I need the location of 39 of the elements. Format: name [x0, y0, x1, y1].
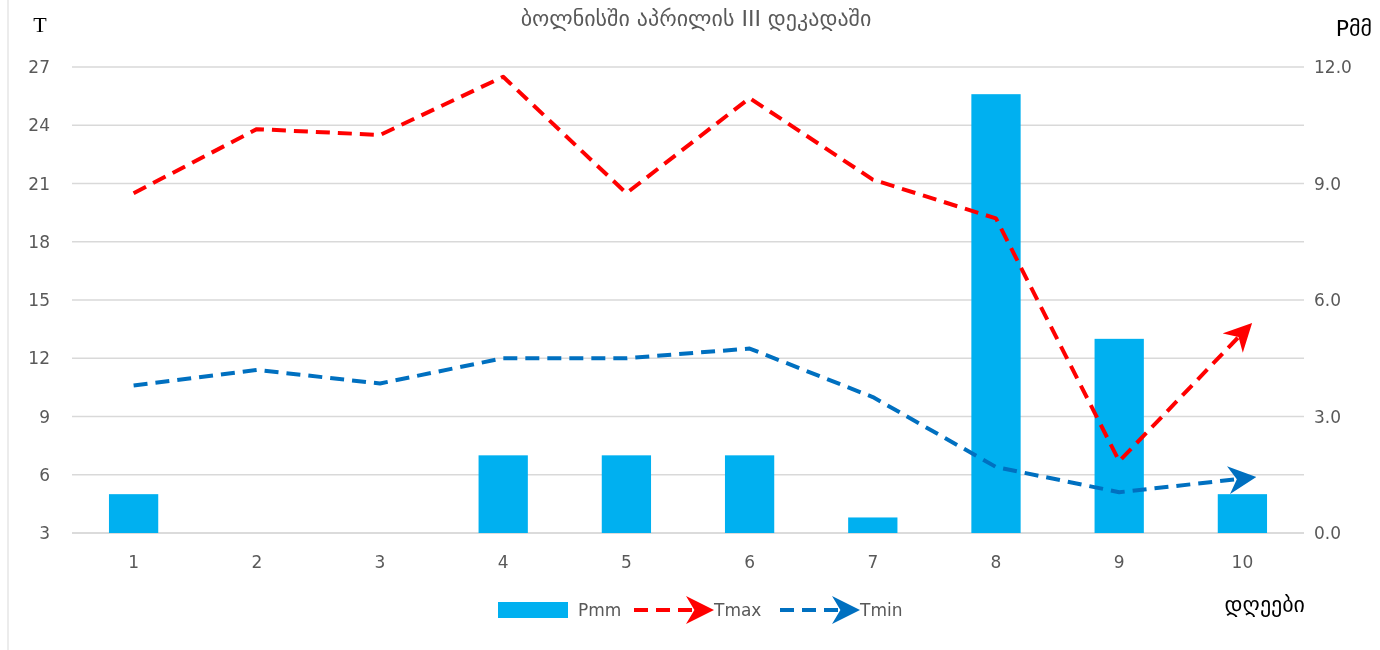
bar — [724, 455, 775, 533]
x-tick-label: 6 — [744, 552, 756, 572]
y-tick-label: 9 — [39, 406, 50, 427]
bar — [971, 94, 1021, 533]
x-tick-label: 3 — [374, 552, 386, 572]
y2-axis-title: Pმმ — [1335, 16, 1372, 41]
x-tick-label: 7 — [867, 552, 879, 572]
x-tick-label: 10 — [1231, 552, 1254, 572]
x-tick-label: 9 — [1113, 552, 1125, 572]
y-tick-label: 12 — [28, 348, 50, 369]
x-axis-title: დღეები — [1224, 592, 1305, 617]
bar — [108, 494, 159, 533]
y-tick-label: 18 — [28, 231, 50, 252]
y2-tick-label: 9.0 — [1314, 173, 1342, 194]
y-axis-title: T — [33, 12, 48, 37]
bar — [1217, 494, 1268, 533]
bar — [601, 455, 652, 533]
y-tick-label: 24 — [28, 115, 50, 136]
y-tick-label: 3 — [39, 523, 50, 543]
x-tick-label: 5 — [620, 552, 632, 572]
y-tick-label: 6 — [39, 464, 50, 485]
x-tick-label: 8 — [990, 552, 1002, 572]
legend-label: Tmin — [859, 600, 903, 620]
y2-tick-label: 12.0 — [1314, 57, 1352, 77]
legend-label: Pmm — [578, 600, 622, 620]
y2-tick-label: 6.0 — [1314, 290, 1342, 310]
x-tick-label: 1 — [128, 552, 140, 572]
chart-title: ბოლნისში აპრილის III დეკადაში — [520, 6, 872, 31]
y2-tick-label: 3.0 — [1314, 406, 1342, 427]
y2-tick-label: 0.0 — [1314, 523, 1342, 543]
bar — [848, 517, 898, 533]
y-tick-label: 21 — [28, 173, 50, 194]
y-tick-label: 15 — [28, 290, 50, 310]
bar — [478, 455, 528, 533]
legend-label: Tmax — [713, 600, 762, 620]
x-tick-label: 4 — [497, 552, 509, 572]
y-tick-label: 27 — [28, 57, 50, 77]
bar — [1094, 338, 1144, 533]
x-tick-label: 2 — [251, 552, 263, 572]
